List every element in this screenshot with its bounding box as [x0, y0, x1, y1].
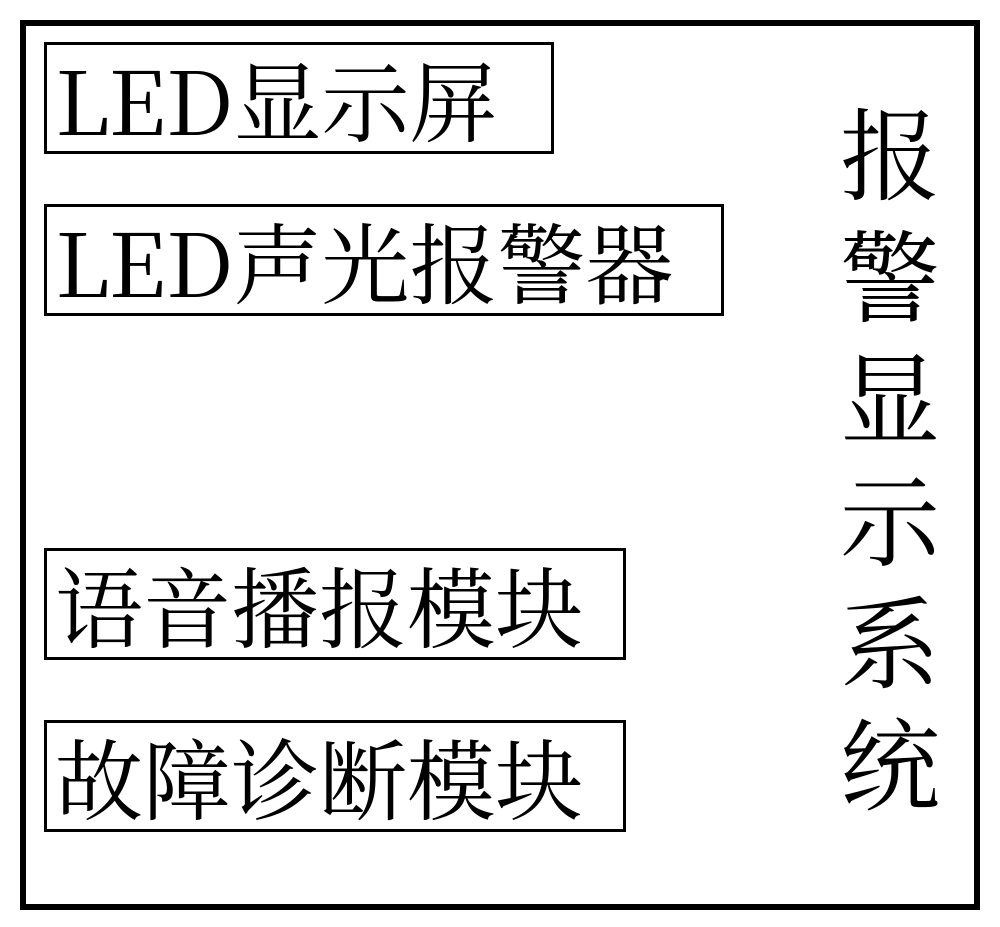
- system-title-vertical: 报警显示系统: [842, 60, 962, 880]
- module-box-3: 故障诊断模块: [44, 720, 626, 832]
- module-label: 语音播报模块: [55, 541, 583, 667]
- module-box-2: 语音播报模块: [44, 548, 626, 660]
- module-label: LED显示屏: [55, 35, 498, 161]
- module-box-1: LED声光报警器: [44, 204, 724, 316]
- module-label: LED声光报警器: [55, 197, 674, 323]
- module-label: 故障诊断模块: [55, 713, 583, 839]
- module-box-0: LED显示屏: [44, 42, 554, 154]
